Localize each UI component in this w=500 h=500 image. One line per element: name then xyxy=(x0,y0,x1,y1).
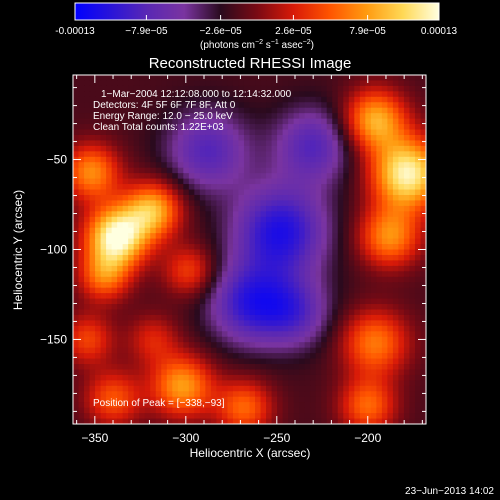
colorbar-tick-label: 2.6e−05 xyxy=(275,26,312,37)
colorbar-ticks xyxy=(74,15,440,20)
annotation-block: 1−Mar−2004 12:12:08.000 to 12:14:32.000 … xyxy=(93,89,292,409)
colorbar-tick-label: −7.9e−05 xyxy=(125,26,168,37)
colorbar-tick-label: 0.00013 xyxy=(421,26,458,37)
y-tick-label: −150 xyxy=(40,332,67,346)
colorbar-tick-label: −2.6e−05 xyxy=(199,26,242,37)
annotation-time-range: 1−Mar−2004 12:12:08.000 to 12:14:32.000 xyxy=(101,89,292,100)
x-tick-label: −250 xyxy=(263,431,290,445)
y-tick-label: −100 xyxy=(40,243,67,257)
colorbar xyxy=(74,2,440,21)
x-tick-label: −350 xyxy=(81,431,108,445)
chart-title: Reconstructed RHESSI Image xyxy=(149,55,352,72)
annotation-total-counts: Clean Total counts: 1.22E+03 xyxy=(93,122,224,133)
colorbar-tick-labels: -0.00013 −7.9e−05 −2.6e−05 2.6e−05 7.9e−05 0.… xyxy=(55,26,457,37)
heatmap-image xyxy=(73,75,426,424)
colorbar-tick-label: -0.00013 xyxy=(55,26,95,37)
x-tick-label: −300 xyxy=(172,431,199,445)
colorbar-tick-label: 7.9e−05 xyxy=(349,26,386,37)
x-tick-label: −200 xyxy=(354,431,381,445)
y-tick-label: −50 xyxy=(47,153,68,167)
x-axis-ticks xyxy=(76,75,423,424)
annotation-detectors: Detectors: 4F 5F 6F 7F 8F, Att 0 xyxy=(93,100,236,111)
peak-position-label: Position of Peak = [−338,−93] xyxy=(93,398,225,409)
y-axis-label: Heliocentric Y (arcsec) xyxy=(11,190,25,310)
x-axis-tick-labels: −350 −300 −250 −200 xyxy=(81,431,381,445)
x-axis-label: Heliocentric X (arcsec) xyxy=(190,446,311,460)
footer-timestamp: 23−Jun−2013 14:02 xyxy=(405,486,494,497)
y-axis-ticks xyxy=(73,87,426,412)
y-axis-tick-labels: −150 −100 −50 xyxy=(40,153,67,347)
colorbar-unit-label: (photons cm−2 s−1 asec−2) xyxy=(200,39,314,51)
annotation-energy-range: Energy Range: 12.0 − 25.0 keV xyxy=(93,111,233,122)
